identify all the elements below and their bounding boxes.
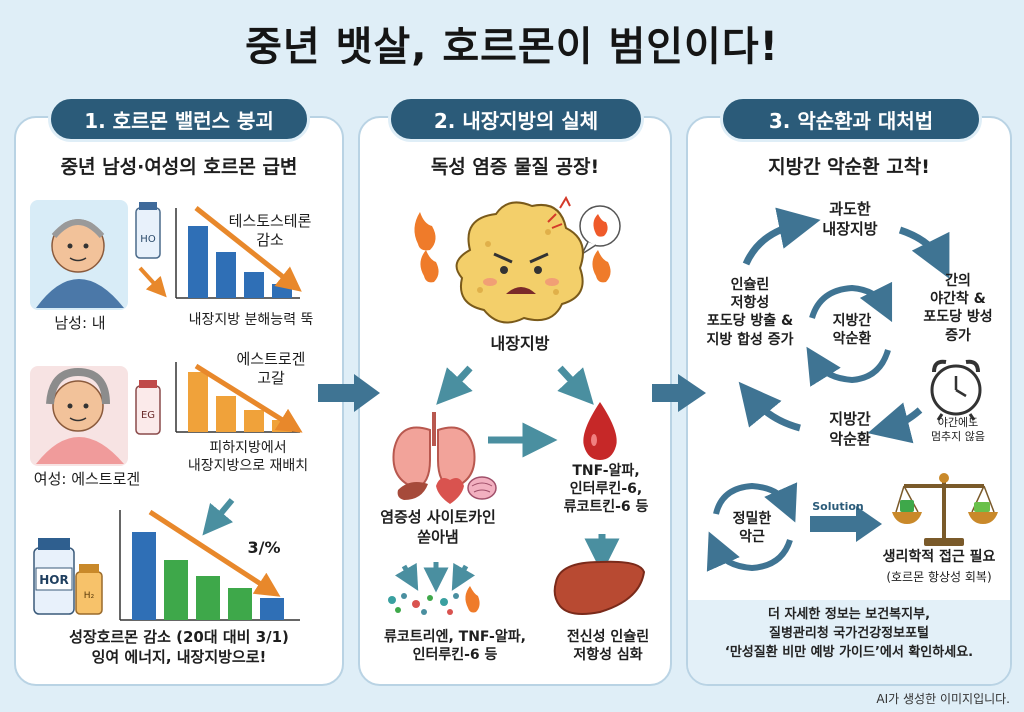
panel-arrow-2-icon [652, 374, 706, 412]
fat-subtitle: 독성 염증 물질 공장! [430, 156, 600, 178]
solution-arrow-icon [810, 506, 882, 542]
visceral-fat-icon [455, 195, 584, 324]
insulin-resistance-label: 전신성 인슐린 저항성 심화 [566, 629, 650, 664]
liver-icon [553, 560, 646, 615]
footer-text: 더 자세한 정보는 보건복지부, 질병관리청 국가건강정보포털 ‘만성질환 비만… [724, 607, 974, 660]
alarm-clock-icon [930, 359, 982, 421]
approach-label: 생리학적 접근 필요 [882, 549, 996, 565]
solution-label: Solution [812, 500, 864, 513]
bar-2 [244, 410, 264, 432]
growth-hormone-chart [119, 498, 300, 621]
blood-drop-icon [583, 402, 617, 460]
bar-3 [228, 588, 252, 620]
bar-0 [132, 532, 156, 620]
approach-note: (호르몬 항상성 회복) [886, 570, 992, 584]
orange-arrow-icon [138, 266, 167, 298]
male-avatar-icon [30, 200, 128, 310]
cycle-left-label: 인슐린 저항성 포도당 방출 & 지방 합성 증가 [706, 277, 794, 348]
cytokine-label: 염증성 사이토카인 쏟아냄 [380, 508, 496, 546]
bar-1 [216, 252, 236, 298]
bar-0 [188, 372, 208, 432]
bottle-label-growth: HOR [39, 573, 68, 587]
small-arrows-icon [394, 562, 476, 593]
fat-label: 내장지방 [490, 334, 550, 353]
testosterone-label: 테스토스테론 감소 [228, 212, 312, 249]
tab-vicious-cycle: 3. 악순환과 대처법 [720, 96, 982, 142]
estrogen-label: 에스트로겐 고갈 [236, 350, 306, 387]
female-caption: 여성: 에스트로겐 [33, 470, 141, 488]
female-hormone-chart [175, 362, 303, 433]
male-chart-caption: 내장지방 분해능력 뚝 [188, 312, 314, 328]
lungs-icon [392, 412, 476, 490]
bottle-label-small: H₂ [84, 591, 95, 601]
bottle-label-female: EG [141, 410, 155, 421]
arrow-down-left-icon [436, 365, 473, 405]
tab-hormone-balance: 1. 호르몬 밸런스 붕괴 [48, 96, 310, 142]
hormone-bottle-male-icon: HO [135, 202, 161, 259]
arrow-down-right-icon [557, 365, 594, 405]
heart-icon [436, 478, 464, 504]
footer-info-box [688, 600, 1010, 684]
cycle-bottom-label: 지방간 악순환 [829, 410, 871, 448]
cycle-top-label: 과도한 내장지방 [822, 200, 878, 238]
male-hormone-chart [175, 206, 302, 299]
bar-4 [260, 598, 284, 620]
small-bottle-icon: H₂ [75, 564, 103, 615]
flame-icon [414, 212, 611, 613]
hormone-subtitle: 중년 남성·여성의 호르몬 급변 [60, 156, 298, 178]
precision-label: 정밀한 악근 [732, 511, 772, 546]
balance-scale-icon [892, 473, 998, 546]
male-caption: 남성: 내 [54, 314, 106, 332]
brain-icon [467, 476, 497, 500]
growth-ratio-label: 3/% [247, 538, 281, 557]
panel-arrow-1-icon [318, 374, 380, 412]
female-avatar-icon [30, 366, 128, 466]
leukotriene-label: 류코트리엔, TNF-알파, 인터루킨-6 등 [384, 629, 526, 664]
liver-small-icon [397, 482, 428, 500]
cycle-center-label: 지방간 악순환 [832, 313, 872, 348]
speech-bubble-icon [579, 205, 621, 257]
inner-cycle-icon [806, 281, 893, 387]
bar-1 [216, 396, 236, 432]
cycle-right-label: 간의 야간착 & 포도당 방성 증가 [923, 273, 993, 344]
ai-credit: AI가 생성한 이미지입니다. [876, 692, 1010, 706]
page-title: 중년 뱃살, 호르몬이 범인이다! [245, 24, 779, 70]
cycle-subtitle: 지방간 악순환 고착! [768, 156, 930, 178]
bar-1 [164, 560, 188, 620]
precision-cycle-icon [706, 482, 798, 572]
female-chart-caption: 피하지방에서 내장지방으로 재배치 [187, 440, 309, 474]
growth-hormone-bottle-icon: HOR [33, 538, 75, 615]
bar-2 [244, 272, 264, 298]
molecule-dots-icon [388, 593, 459, 615]
bar-2 [196, 576, 220, 620]
growth-caption: 성장호르몬 감소 (20대 대비 3/1) 잉여 에너지, 내장지방으로! [69, 628, 289, 666]
clock-note: 야간에도 멈추지 않음 [930, 416, 986, 443]
cycle-arrows-icon [738, 207, 950, 444]
hormone-bottle-female-icon: EG [135, 380, 161, 435]
molecules-label: TNF-알파, 인터루킨-6, 류코트킨-6 등 [563, 463, 649, 516]
tab-visceral-fat: 2. 내장지방의 실체 [388, 96, 644, 142]
bar-0 [188, 226, 208, 298]
bottle-label-male: HO [140, 234, 156, 245]
bar-3 [272, 284, 292, 298]
